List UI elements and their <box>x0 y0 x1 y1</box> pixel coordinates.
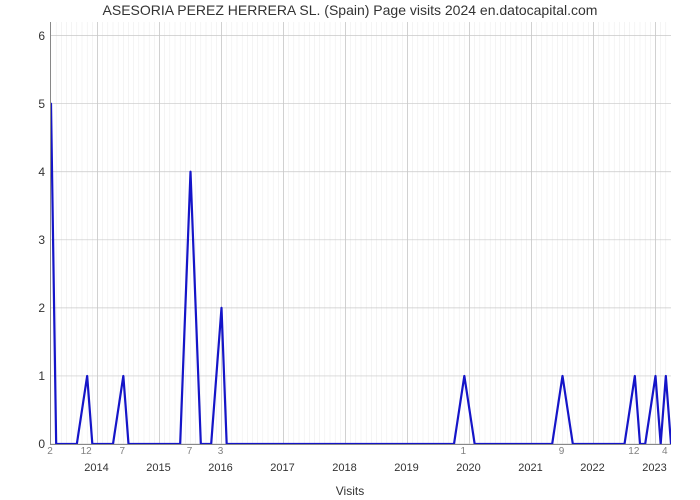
x-tick-month: 1 <box>461 446 467 457</box>
x-tick-year: 2017 <box>270 462 294 474</box>
x-tick-year: 2021 <box>518 462 542 474</box>
x-tick-year: 2020 <box>456 462 480 474</box>
chart-container: { "chart": { "type": "line", "title": "A… <box>0 0 700 500</box>
x-tick-month: 7 <box>187 446 193 457</box>
x-tick-year: 2016 <box>208 462 232 474</box>
chart-svg <box>51 22 671 444</box>
x-tick-year: 2023 <box>642 462 666 474</box>
x-tick-month: 12 <box>628 446 639 457</box>
x-tick-year: 2019 <box>394 462 418 474</box>
x-tick-month: 9 <box>559 446 565 457</box>
x-tick-year: 2018 <box>332 462 356 474</box>
x-tick-month: 12 <box>81 446 92 457</box>
x-tick-month: 2 <box>47 446 53 457</box>
y-tick-label: 6 <box>5 29 45 43</box>
x-tick-month: 4 <box>662 446 668 457</box>
y-tick-label: 3 <box>5 233 45 247</box>
x-tick-month: 7 <box>120 446 126 457</box>
chart-title: ASESORIA PEREZ HERRERA SL. (Spain) Page … <box>0 2 700 18</box>
y-tick-label: 4 <box>5 165 45 179</box>
y-tick-label: 0 <box>5 437 45 451</box>
x-tick-month: 3 <box>218 446 224 457</box>
y-tick-label: 2 <box>5 301 45 315</box>
x-tick-year: 2022 <box>580 462 604 474</box>
x-tick-year: 2014 <box>84 462 108 474</box>
x-axis-label: Visits <box>0 484 700 498</box>
plot-area <box>50 22 671 445</box>
x-tick-year: 2015 <box>146 462 170 474</box>
y-tick-label: 1 <box>5 369 45 383</box>
y-tick-label: 5 <box>5 97 45 111</box>
